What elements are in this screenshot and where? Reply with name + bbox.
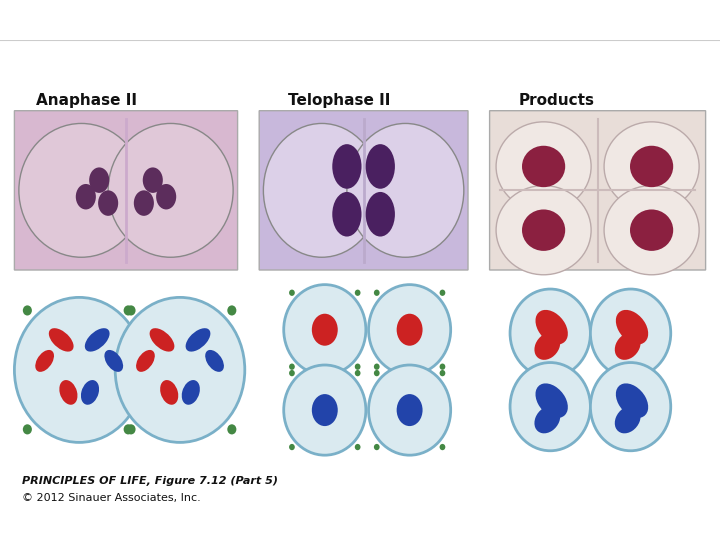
Ellipse shape xyxy=(284,365,366,455)
Ellipse shape xyxy=(536,383,568,418)
Ellipse shape xyxy=(150,328,174,352)
Ellipse shape xyxy=(312,314,338,346)
Ellipse shape xyxy=(312,394,338,426)
Ellipse shape xyxy=(228,305,236,315)
Ellipse shape xyxy=(76,184,96,210)
Ellipse shape xyxy=(264,124,380,257)
Ellipse shape xyxy=(85,328,109,352)
Ellipse shape xyxy=(374,363,379,370)
Ellipse shape xyxy=(630,210,673,251)
Ellipse shape xyxy=(355,363,361,370)
Ellipse shape xyxy=(355,289,361,296)
Ellipse shape xyxy=(630,146,673,187)
Ellipse shape xyxy=(604,122,699,211)
Ellipse shape xyxy=(355,444,361,450)
Ellipse shape xyxy=(374,370,379,376)
Ellipse shape xyxy=(284,285,366,375)
Ellipse shape xyxy=(374,289,379,296)
Ellipse shape xyxy=(590,362,671,451)
Ellipse shape xyxy=(143,167,163,193)
Ellipse shape xyxy=(333,144,361,189)
Ellipse shape xyxy=(366,192,395,237)
Ellipse shape xyxy=(14,298,144,442)
Ellipse shape xyxy=(440,363,446,370)
Ellipse shape xyxy=(186,328,210,352)
Ellipse shape xyxy=(616,310,648,345)
Ellipse shape xyxy=(347,124,464,257)
Ellipse shape xyxy=(181,380,200,405)
Ellipse shape xyxy=(115,298,245,442)
Ellipse shape xyxy=(440,289,446,296)
FancyBboxPatch shape xyxy=(490,111,706,270)
Ellipse shape xyxy=(522,146,565,187)
Ellipse shape xyxy=(534,333,560,360)
Ellipse shape xyxy=(19,124,144,257)
Ellipse shape xyxy=(615,406,641,434)
Ellipse shape xyxy=(89,167,109,193)
Ellipse shape xyxy=(366,144,395,189)
Ellipse shape xyxy=(522,210,565,251)
Text: Figure 7.12  Meiosis: Generating Haploid Cells (Part 5): Figure 7.12 Meiosis: Generating Haploid … xyxy=(9,13,497,31)
Ellipse shape xyxy=(160,380,179,405)
Ellipse shape xyxy=(536,310,568,345)
Text: PRINCIPLES OF LIFE, Figure 7.12 (Part 5): PRINCIPLES OF LIFE, Figure 7.12 (Part 5) xyxy=(22,476,278,486)
Ellipse shape xyxy=(333,192,361,237)
Ellipse shape xyxy=(496,122,591,211)
Ellipse shape xyxy=(397,394,423,426)
Text: Telophase II: Telophase II xyxy=(288,93,390,108)
Ellipse shape xyxy=(369,365,451,455)
FancyBboxPatch shape xyxy=(14,111,238,270)
Ellipse shape xyxy=(23,305,32,315)
Ellipse shape xyxy=(355,370,361,376)
Ellipse shape xyxy=(59,380,78,405)
Ellipse shape xyxy=(124,305,132,315)
Ellipse shape xyxy=(127,424,135,435)
Ellipse shape xyxy=(440,370,446,376)
Ellipse shape xyxy=(289,363,294,370)
Text: Anaphase II: Anaphase II xyxy=(36,93,137,108)
Ellipse shape xyxy=(615,333,641,360)
Text: Products: Products xyxy=(518,93,595,108)
Ellipse shape xyxy=(156,184,176,210)
Ellipse shape xyxy=(590,289,671,377)
Ellipse shape xyxy=(124,424,132,435)
Ellipse shape xyxy=(205,350,224,372)
Ellipse shape xyxy=(440,444,446,450)
Ellipse shape xyxy=(35,350,54,372)
Ellipse shape xyxy=(374,444,379,450)
Ellipse shape xyxy=(604,186,699,275)
Ellipse shape xyxy=(108,124,233,257)
Text: © 2012 Sinauer Associates, Inc.: © 2012 Sinauer Associates, Inc. xyxy=(22,493,200,503)
Ellipse shape xyxy=(289,289,294,296)
Ellipse shape xyxy=(397,314,423,346)
Ellipse shape xyxy=(616,383,648,418)
Ellipse shape xyxy=(510,362,590,451)
Ellipse shape xyxy=(81,380,99,405)
Ellipse shape xyxy=(98,190,118,216)
Ellipse shape xyxy=(104,350,123,372)
Ellipse shape xyxy=(510,289,590,377)
Ellipse shape xyxy=(369,285,451,375)
Ellipse shape xyxy=(136,350,155,372)
Ellipse shape xyxy=(534,406,560,434)
Ellipse shape xyxy=(289,444,294,450)
Ellipse shape xyxy=(134,190,154,216)
FancyBboxPatch shape xyxy=(259,111,468,270)
Ellipse shape xyxy=(228,424,236,435)
Ellipse shape xyxy=(127,305,135,315)
Ellipse shape xyxy=(289,370,294,376)
Ellipse shape xyxy=(496,186,591,275)
Ellipse shape xyxy=(23,424,32,435)
Ellipse shape xyxy=(49,328,73,352)
